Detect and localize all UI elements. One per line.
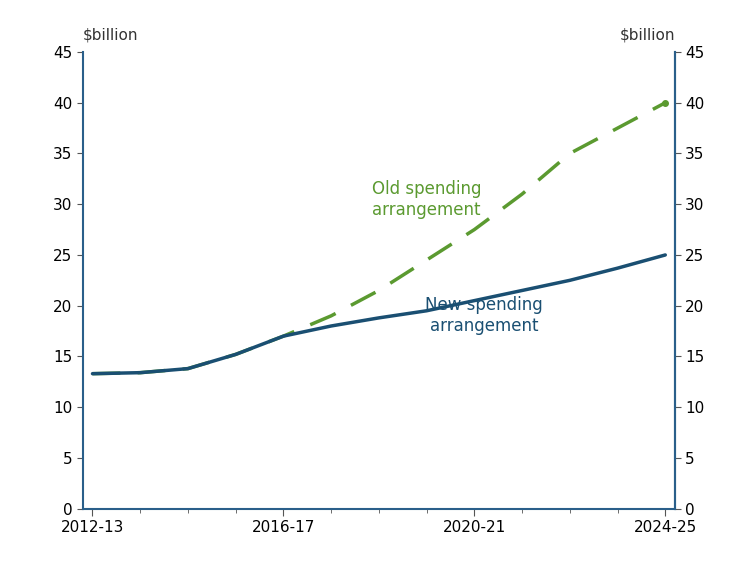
Text: $billion: $billion [83, 28, 139, 43]
Text: Old spending
arrangement: Old spending arrangement [372, 180, 481, 218]
Text: $billion: $billion [619, 28, 675, 43]
Text: New spending
arrangement: New spending arrangement [425, 297, 543, 335]
